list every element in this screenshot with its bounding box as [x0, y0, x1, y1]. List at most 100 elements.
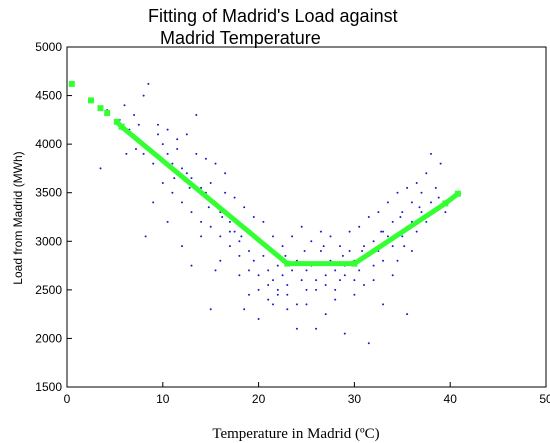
chart-title-line-2: Madrid Temperature: [160, 28, 321, 48]
data-point: [262, 254, 265, 257]
data-point: [267, 269, 270, 272]
data-point: [137, 123, 140, 126]
data-point: [224, 172, 227, 175]
data-point: [415, 230, 418, 233]
data-point: [166, 128, 169, 131]
y-tick-label: 1500: [35, 380, 62, 394]
data-point: [144, 235, 147, 238]
fit-point: [113, 118, 120, 125]
data-point: [391, 220, 394, 223]
data-point: [415, 182, 418, 184]
x-tick-label: 0: [64, 392, 71, 406]
data-point: [430, 152, 432, 155]
data-point: [300, 225, 303, 228]
fit-point: [454, 190, 461, 197]
data-point: [367, 342, 370, 345]
data-point: [209, 225, 212, 228]
data-point: [286, 284, 289, 286]
data-point: [391, 245, 394, 248]
data-point: [377, 211, 380, 214]
fit-point: [284, 260, 291, 267]
data-point: [228, 230, 231, 233]
data-point: [315, 288, 318, 291]
data-point: [171, 191, 174, 194]
x-tick-label: 10: [156, 392, 170, 406]
fit-point: [104, 110, 111, 117]
data-point: [310, 240, 313, 243]
data-point: [437, 196, 440, 199]
data-point: [176, 138, 179, 141]
data-point: [286, 293, 289, 296]
data-point: [147, 82, 150, 85]
data-point: [406, 186, 409, 189]
data-point: [133, 114, 136, 116]
data-point: [190, 264, 193, 267]
data-point: [401, 235, 404, 238]
data-point: [209, 182, 212, 184]
data-point: [173, 177, 176, 180]
data-point: [233, 196, 236, 199]
data-point: [171, 162, 174, 165]
data-point: [200, 220, 203, 223]
x-axis-label: Temperature in Madrid (ºC): [212, 426, 379, 442]
data-point: [401, 211, 404, 214]
data-point: [272, 303, 274, 306]
y-tick-label: 5000: [35, 40, 62, 54]
data-point: [420, 191, 423, 194]
x-tick-label: 50: [539, 392, 550, 406]
chart-title-line-1: Fitting of Madrid's Load against: [148, 6, 398, 26]
data-point: [267, 298, 270, 301]
fit-point: [351, 260, 358, 267]
data-point: [358, 225, 361, 228]
data-point: [190, 211, 193, 214]
data-point: [334, 298, 337, 301]
data-point: [257, 288, 260, 291]
data-point: [305, 288, 308, 291]
data-point: [240, 235, 243, 238]
data-point: [430, 201, 432, 204]
data-point: [219, 259, 222, 262]
data-point: [228, 220, 231, 223]
data-point: [334, 269, 337, 272]
data-point: [214, 162, 217, 165]
data-point: [262, 220, 265, 223]
data-point: [420, 211, 423, 214]
data-point: [363, 284, 365, 286]
y-tick-label: 2500: [35, 283, 62, 297]
fit-point: [68, 80, 75, 87]
data-point: [281, 245, 284, 248]
data-point: [185, 133, 188, 136]
data-point: [291, 269, 294, 272]
data-point: [221, 216, 224, 218]
data-point: [257, 274, 260, 277]
data-point: [257, 318, 260, 320]
data-point: [348, 230, 351, 233]
data-point: [123, 104, 126, 107]
data-point: [319, 250, 322, 252]
data-point: [276, 264, 279, 267]
data-point: [248, 250, 250, 252]
data-point: [272, 279, 274, 282]
data-point: [399, 216, 402, 218]
data-point: [209, 308, 212, 311]
data-point: [324, 284, 327, 286]
data-point: [303, 250, 306, 252]
fit-point: [97, 105, 104, 112]
data-point: [396, 259, 399, 262]
data-point: [434, 186, 437, 189]
data-point: [195, 152, 198, 155]
data-point: [181, 167, 183, 170]
y-tick-label: 4000: [35, 137, 62, 151]
data-point: [157, 123, 159, 126]
data-point: [353, 293, 356, 296]
data-point: [204, 157, 207, 160]
plot-marks: [68, 80, 462, 345]
data-point: [324, 274, 327, 277]
data-point: [343, 332, 346, 335]
data-point: [418, 206, 421, 209]
data-point: [284, 254, 287, 257]
data-point: [181, 201, 183, 204]
data-point: [305, 303, 308, 306]
data-point: [339, 245, 341, 248]
data-point: [386, 201, 389, 204]
